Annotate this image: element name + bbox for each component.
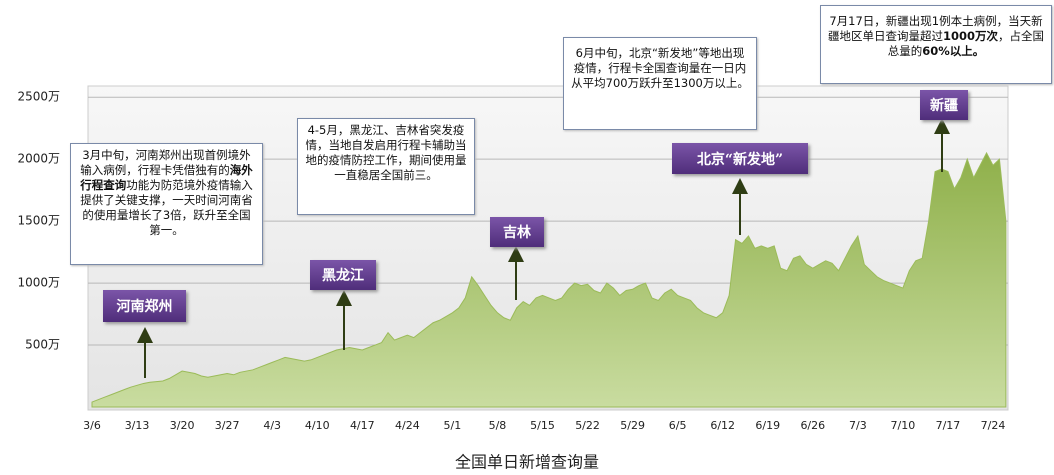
- x-axis-label: 全国单日新增查询量: [455, 453, 599, 472]
- note-text: 3月中旬，河南郑州出现首例境外输入病例，行程卡凭借独有的: [80, 148, 251, 177]
- y-tick-label: 1000万: [17, 276, 60, 290]
- note-text: 60%以上。: [922, 44, 985, 58]
- arrows: [137, 118, 950, 378]
- x-tick-label: 4/17: [350, 419, 375, 432]
- x-tick-label: 3/27: [215, 419, 240, 432]
- x-tick-label: 6/5: [669, 419, 687, 432]
- x-tick-label: 6/12: [710, 419, 735, 432]
- x-tick-label: 7/17: [936, 419, 961, 432]
- note: 7月17日，新疆出现1例本土病例，当天新疆地区单日查询量超过1000万次，占全国…: [820, 5, 1052, 84]
- note: 6月中旬，北京“新发地”等地出现疫情，行程卡全国查询量在一日内从平均700万跃升…: [563, 37, 757, 130]
- tag: 新疆: [920, 90, 968, 120]
- tag: 黑龙江: [310, 260, 376, 290]
- note-text: 7月17日，新疆出现1例本土病例，当天新疆地区单日查询量超过: [827, 14, 1043, 43]
- x-tick-label: 6/19: [755, 419, 780, 432]
- note-text: ，占全国总量的: [887, 29, 1044, 58]
- area: [91, 151, 1007, 408]
- x-tick-label: 3/6: [83, 419, 101, 432]
- x-tick-label: 7/3: [849, 419, 867, 432]
- y-tick-label: 500万: [25, 338, 60, 352]
- note-text: 6月中旬，北京“新发地”等地出现疫情，行程卡全国查询量在一日内从平均700万跃升…: [571, 46, 749, 90]
- x-tick-label: 7/10: [891, 419, 916, 432]
- y-tick-label: 1500万: [17, 214, 60, 228]
- x-tick-label: 3/13: [125, 419, 150, 432]
- x-tick-label: 7/24: [981, 419, 1006, 432]
- x-tick-label: 5/29: [620, 419, 645, 432]
- x-tick-label: 5/8: [489, 419, 507, 432]
- x-tick-label: 5/22: [575, 419, 600, 432]
- x-tick-label: 4/10: [305, 419, 330, 432]
- x-tick-label: 5/1: [444, 419, 462, 432]
- tag: 河南郑州: [103, 290, 186, 322]
- note-text: 1000万次: [942, 29, 998, 43]
- y-tick-label: 2000万: [17, 152, 60, 166]
- y-tick-label: 2500万: [17, 90, 60, 104]
- x-tick-label: 3/20: [170, 419, 195, 432]
- x-tick-label: 5/15: [530, 419, 555, 432]
- x-tick-label: 6/26: [800, 419, 825, 432]
- note: 3月中旬，河南郑州出现首例境外输入病例，行程卡凭借独有的海外行程查询功能为防范境…: [70, 143, 263, 265]
- x-tick-label: 4/24: [395, 419, 420, 432]
- tag: 北京“新发地”: [672, 143, 808, 174]
- note-text: 4-5月，黑龙江、吉林省突发疫情，当地自发启用行程卡辅助当地的疫情防控工作，期间…: [305, 123, 467, 182]
- tag: 吉林: [490, 217, 544, 247]
- note-text: 海外行程查询: [80, 163, 253, 192]
- x-tick-label: 4/3: [263, 419, 281, 432]
- note: 4-5月，黑龙江、吉林省突发疫情，当地自发启用行程卡辅助当地的疫情防控工作，期间…: [297, 118, 475, 215]
- note-text: 功能为防范境外疫情输入提供了关键支撑，一天时间河南省的使用量增长了3倍，跃升至全…: [80, 178, 253, 237]
